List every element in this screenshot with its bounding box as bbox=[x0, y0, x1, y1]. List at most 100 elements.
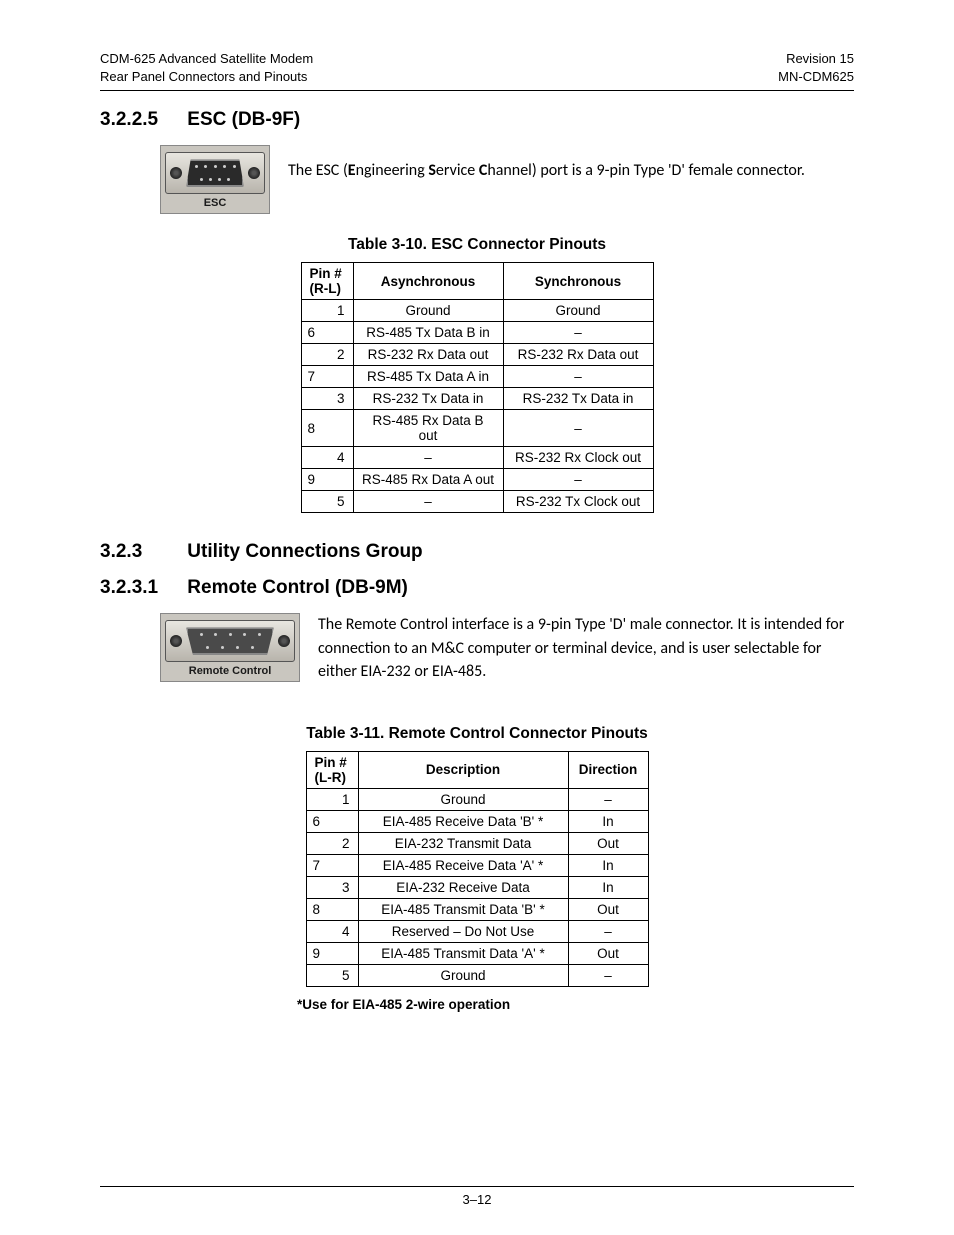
screw-icon bbox=[170, 167, 182, 179]
cell-pin: 7 bbox=[306, 854, 358, 876]
section-number: 3.2.2.5 bbox=[100, 109, 182, 131]
cell-dir: – bbox=[568, 964, 648, 986]
remote-connector-image: Remote Control bbox=[160, 613, 300, 682]
esc-body-text: The ESC (Engineering Service Channel) po… bbox=[288, 145, 805, 182]
table-footnote: *Use for EIA-485 2-wire operation bbox=[297, 997, 657, 1012]
table-row: 3RS-232 Tx Data inRS-232 Tx Data in bbox=[301, 388, 653, 410]
cell-pin: 1 bbox=[301, 300, 353, 322]
cell-dir: Out bbox=[568, 942, 648, 964]
cell-async: RS-485 Tx Data B in bbox=[353, 322, 503, 344]
footer-rule bbox=[100, 1186, 854, 1187]
section-number: 3.2.3 bbox=[100, 541, 182, 563]
esc-connector-image: ESC bbox=[160, 145, 270, 214]
cell-sync: RS-232 Rx Data out bbox=[503, 344, 653, 366]
table-row: 2RS-232 Rx Data outRS-232 Rx Data out bbox=[301, 344, 653, 366]
section-heading-utility: 3.2.3 Utility Connections Group bbox=[100, 541, 854, 563]
table-row: 8EIA-485 Transmit Data 'B' *Out bbox=[306, 898, 648, 920]
table-row: 1GroundGround bbox=[301, 300, 653, 322]
cell-pin: 6 bbox=[306, 810, 358, 832]
table-caption-remote: Table 3-11. Remote Control Connector Pin… bbox=[100, 725, 854, 743]
table-row: 6EIA-485 Receive Data 'B' *In bbox=[306, 810, 648, 832]
cell-async: RS-485 Tx Data A in bbox=[353, 366, 503, 388]
header-right-line2: MN-CDM625 bbox=[778, 68, 854, 86]
table-row: 1Ground– bbox=[306, 788, 648, 810]
table-row: 9RS-485 Rx Data A out– bbox=[301, 469, 653, 491]
header-right-line1: Revision 15 bbox=[778, 50, 854, 68]
table-row: 4–RS-232 Rx Clock out bbox=[301, 447, 653, 469]
header-rule bbox=[100, 90, 854, 91]
cell-dir: Out bbox=[568, 832, 648, 854]
header-left: CDM-625 Advanced Satellite Modem Rear Pa… bbox=[100, 50, 313, 86]
table-row: 7EIA-485 Receive Data 'A' *In bbox=[306, 854, 648, 876]
table-row: 3EIA-232 Receive DataIn bbox=[306, 876, 648, 898]
cell-dir: – bbox=[568, 920, 648, 942]
cell-desc: EIA-485 Transmit Data 'A' * bbox=[358, 942, 568, 964]
header-left-line1: CDM-625 Advanced Satellite Modem bbox=[100, 50, 313, 68]
cell-pin: 9 bbox=[306, 942, 358, 964]
th-pin: Pin # (R-L) bbox=[301, 263, 353, 300]
section-heading-esc: 3.2.2.5 ESC (DB-9F) bbox=[100, 109, 854, 131]
cell-sync: RS-232 Tx Data in bbox=[503, 388, 653, 410]
cell-desc: Ground bbox=[358, 788, 568, 810]
table-row: 5–RS-232 Tx Clock out bbox=[301, 491, 653, 513]
esc-pinout-table: Pin # (R-L) Asynchronous Synchronous 1Gr… bbox=[301, 262, 654, 513]
table-row: 6RS-485 Tx Data B in– bbox=[301, 322, 653, 344]
cell-sync: RS-232 Tx Clock out bbox=[503, 491, 653, 513]
cell-async: Ground bbox=[353, 300, 503, 322]
th-async: Asynchronous bbox=[353, 263, 503, 300]
cell-pin: 5 bbox=[301, 491, 353, 513]
cell-pin: 7 bbox=[301, 366, 353, 388]
cell-dir: In bbox=[568, 810, 648, 832]
cell-pin: 8 bbox=[301, 410, 353, 447]
connector-label: ESC bbox=[165, 197, 265, 209]
cell-pin: 2 bbox=[306, 832, 358, 854]
cell-pin: 4 bbox=[301, 447, 353, 469]
section-title: Utility Connections Group bbox=[187, 541, 422, 562]
th-dir: Direction bbox=[568, 751, 648, 788]
header-left-line2: Rear Panel Connectors and Pinouts bbox=[100, 68, 313, 86]
screw-icon bbox=[248, 167, 260, 179]
table-row: 2EIA-232 Transmit DataOut bbox=[306, 832, 648, 854]
cell-dir: – bbox=[568, 788, 648, 810]
cell-desc: Ground bbox=[358, 964, 568, 986]
table-row: 4Reserved – Do Not Use– bbox=[306, 920, 648, 942]
table-caption-esc: Table 3-10. ESC Connector Pinouts bbox=[100, 236, 854, 254]
cell-async: RS-232 Rx Data out bbox=[353, 344, 503, 366]
th-desc: Description bbox=[358, 751, 568, 788]
cell-sync: – bbox=[503, 366, 653, 388]
cell-pin: 3 bbox=[301, 388, 353, 410]
remote-pinout-table: Pin # (L-R) Description Direction 1Groun… bbox=[306, 751, 649, 987]
db9m-shell-icon bbox=[186, 627, 274, 655]
page-header: CDM-625 Advanced Satellite Modem Rear Pa… bbox=[100, 50, 854, 86]
cell-sync: – bbox=[503, 322, 653, 344]
th-pin: Pin # (L-R) bbox=[306, 751, 358, 788]
table-row: 8RS-485 Rx Data B out– bbox=[301, 410, 653, 447]
page-number: 3–12 bbox=[0, 1192, 954, 1207]
cell-pin: 9 bbox=[301, 469, 353, 491]
cell-pin: 2 bbox=[301, 344, 353, 366]
cell-sync: – bbox=[503, 469, 653, 491]
header-right: Revision 15 MN-CDM625 bbox=[778, 50, 854, 86]
section-title: Remote Control (DB-9M) bbox=[187, 577, 408, 598]
cell-pin: 3 bbox=[306, 876, 358, 898]
section-number: 3.2.3.1 bbox=[100, 577, 182, 599]
cell-sync: Ground bbox=[503, 300, 653, 322]
cell-dir: Out bbox=[568, 898, 648, 920]
db9f-shell-icon bbox=[186, 159, 244, 187]
cell-async: RS-232 Tx Data in bbox=[353, 388, 503, 410]
cell-desc: EIA-485 Receive Data 'A' * bbox=[358, 854, 568, 876]
cell-pin: 1 bbox=[306, 788, 358, 810]
cell-desc: EIA-485 Transmit Data 'B' * bbox=[358, 898, 568, 920]
cell-desc: EIA-232 Transmit Data bbox=[358, 832, 568, 854]
cell-sync: – bbox=[503, 410, 653, 447]
table-row: 9EIA-485 Transmit Data 'A' *Out bbox=[306, 942, 648, 964]
screw-icon bbox=[278, 635, 290, 647]
screw-icon bbox=[170, 635, 182, 647]
cell-async: RS-485 Rx Data A out bbox=[353, 469, 503, 491]
cell-pin: 4 bbox=[306, 920, 358, 942]
remote-body-text: The Remote Control interface is a 9-pin … bbox=[318, 613, 854, 683]
section-heading-remote: 3.2.3.1 Remote Control (DB-9M) bbox=[100, 577, 854, 599]
cell-desc: EIA-232 Receive Data bbox=[358, 876, 568, 898]
cell-pin: 8 bbox=[306, 898, 358, 920]
cell-desc: Reserved – Do Not Use bbox=[358, 920, 568, 942]
